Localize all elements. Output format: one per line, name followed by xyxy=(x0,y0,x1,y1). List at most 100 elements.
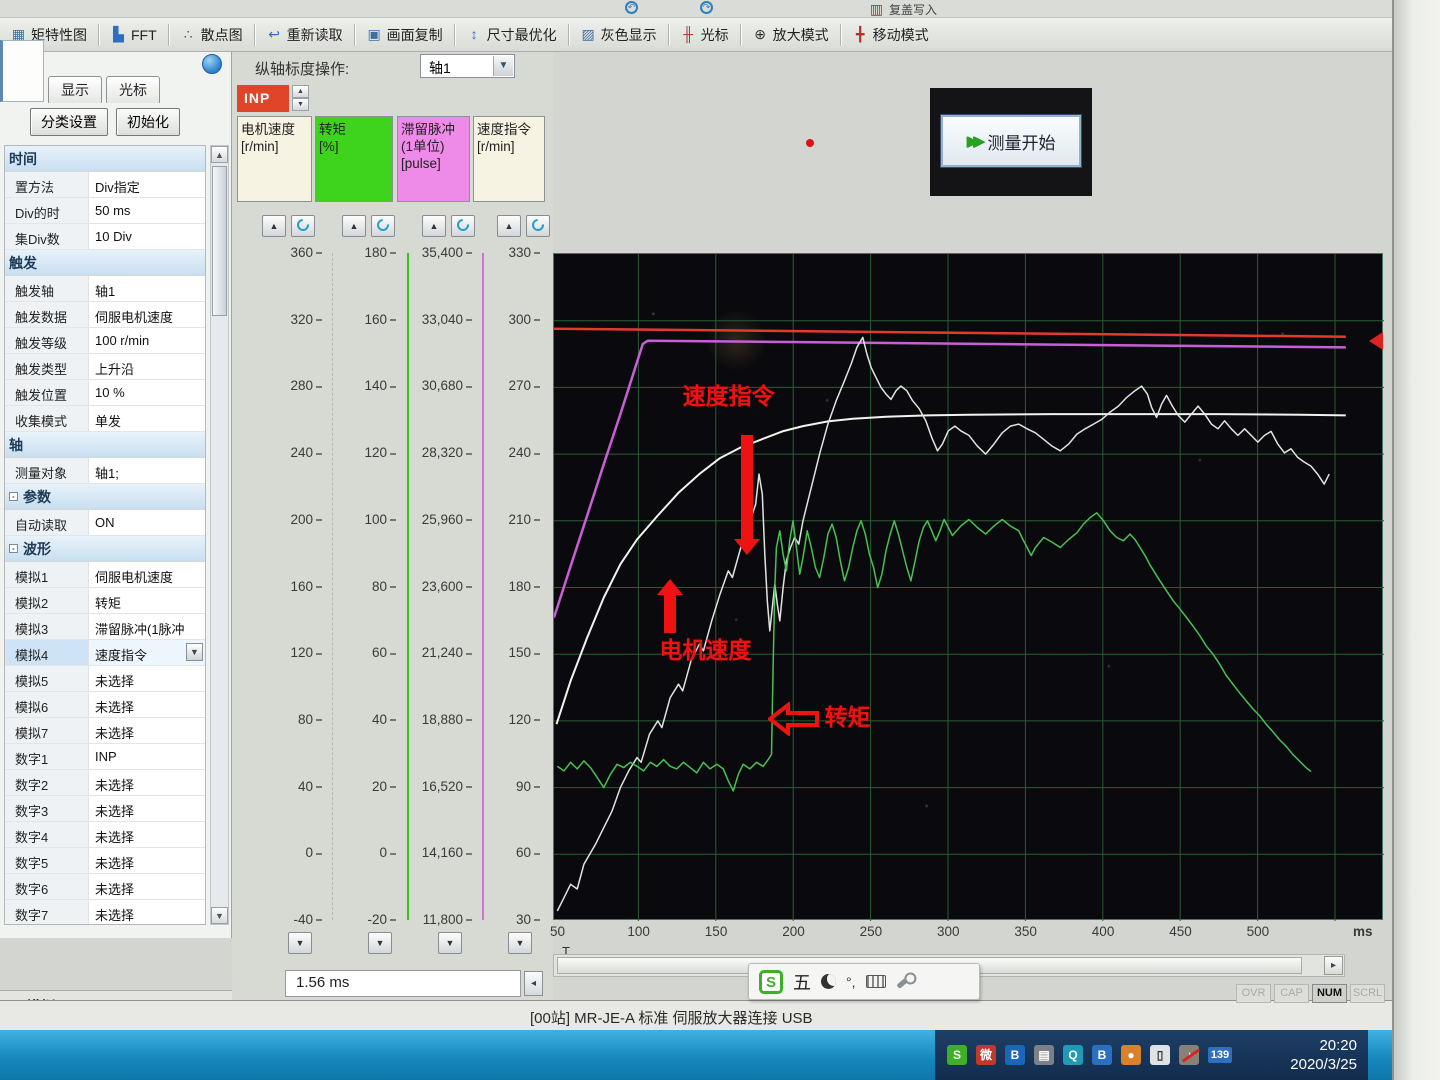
property-value[interactable]: 轴1; xyxy=(95,466,119,481)
toolbar-item-1[interactable]: ▦ 矩特性图 xyxy=(2,21,95,49)
section-header-轴[interactable]: 轴 xyxy=(5,432,205,458)
waveform-plot[interactable]: 速度指令 电机速度 转矩 xyxy=(553,253,1384,921)
property-row[interactable]: 模拟1 伺服电机速度 xyxy=(5,562,205,588)
property-value[interactable]: 滞留脉冲(1脉冲 xyxy=(95,622,185,637)
property-value[interactable]: 10 Div xyxy=(95,229,132,244)
property-value[interactable]: 上升沿 xyxy=(95,362,135,377)
property-value[interactable]: 轴1 xyxy=(95,284,116,299)
property-row[interactable]: 数字2 未选择 xyxy=(5,770,205,796)
taskbar-clock[interactable]: 20:20 2020/3/25 xyxy=(1247,1036,1357,1074)
sogou-tray-icon[interactable]: S xyxy=(947,1045,967,1065)
undo-icon[interactable]: ↶ xyxy=(625,1,638,14)
auto-scale-button[interactable] xyxy=(291,215,315,237)
toolbar-item-3[interactable]: ∴ 散点图 xyxy=(172,21,251,49)
property-row[interactable]: 测量对象 轴1; xyxy=(5,458,205,484)
scroll-up-button[interactable]: ▲ xyxy=(211,146,228,163)
property-row[interactable]: 模拟2 转矩 xyxy=(5,588,205,614)
property-value[interactable]: 未选择 xyxy=(95,778,135,793)
overwrite-write-item[interactable]: ▥ 复盖写入 xyxy=(868,1,937,18)
property-value[interactable]: 速度指令 ▼ xyxy=(89,640,205,665)
scale-up-button[interactable]: ▲ xyxy=(422,215,446,237)
toolbar-item-4[interactable]: ↩ 重新读取 xyxy=(258,21,351,49)
property-row[interactable]: 集Div数 10 Div xyxy=(5,224,205,250)
property-row[interactable]: 自动读取 ON xyxy=(5,510,205,536)
button-分类设置[interactable]: 分类设置 xyxy=(30,108,108,136)
property-row[interactable]: 模拟7 未选择 xyxy=(5,718,205,744)
channel-header-2[interactable]: 转矩 [%] xyxy=(315,116,393,202)
property-value[interactable]: 未选择 xyxy=(95,882,135,897)
toolbar-item-6[interactable]: ↕ 尺寸最优化 xyxy=(458,21,565,49)
ime-mode-label[interactable]: 五 xyxy=(793,972,811,993)
property-row[interactable]: 模拟5 未选择 xyxy=(5,666,205,692)
property-row[interactable]: 触发数据 伺服电机速度 xyxy=(5,302,205,328)
tab-显示[interactable]: 显示 xyxy=(48,76,102,103)
wrench-icon[interactable] xyxy=(895,974,913,989)
property-row[interactable]: 模拟4 速度指令 ▼ xyxy=(5,640,205,666)
property-row[interactable]: 数字5 未选择 xyxy=(5,848,205,874)
chevron-down-icon[interactable]: ▼ xyxy=(186,643,203,661)
auto-scale-button[interactable] xyxy=(451,215,475,237)
toolbar-item-9[interactable]: ⊕ 放大模式 xyxy=(744,21,837,49)
phone-tray-icon[interactable]: ▯ xyxy=(1150,1045,1170,1065)
collapse-icon[interactable]: - xyxy=(9,492,18,501)
update-tray-icon[interactable]: ● xyxy=(1121,1045,1141,1065)
measure-start-button[interactable]: ▶▶ 测量开始 xyxy=(940,114,1082,168)
property-row[interactable]: 模拟3 滞留脉冲(1脉冲 xyxy=(5,614,205,640)
property-row[interactable]: 模拟6 未选择 xyxy=(5,692,205,718)
refresh-icon[interactable] xyxy=(202,54,222,74)
channel-header-3[interactable]: 滞留脉冲 (1单位) [pulse] xyxy=(397,116,470,202)
property-row[interactable]: 置方法 Div指定 xyxy=(5,172,205,198)
property-row[interactable]: 触发位置 10 % xyxy=(5,380,205,406)
hscroll-right-button[interactable]: ▸ xyxy=(1324,956,1343,975)
scale-up-button[interactable]: ▲ xyxy=(262,215,286,237)
property-value[interactable]: 未选择 xyxy=(95,804,135,819)
property-row[interactable]: 数字6 未选择 xyxy=(5,874,205,900)
property-value[interactable]: 伺服电机速度 xyxy=(95,310,174,325)
axis-select-combo[interactable]: 轴1 ▼ xyxy=(420,54,515,78)
property-row[interactable]: 数字1 INP xyxy=(5,744,205,770)
property-value[interactable]: 伺服电机速度 xyxy=(95,570,174,585)
ime-toolbar[interactable]: S 五 °, xyxy=(748,963,980,1000)
property-value[interactable]: 转矩 xyxy=(95,596,122,611)
button-初始化[interactable]: 初始化 xyxy=(116,108,180,136)
section-header-波形[interactable]: - 波形 xyxy=(5,536,205,562)
scroll-left-button[interactable]: ◂ xyxy=(524,971,543,996)
tray-count-badge[interactable]: 139 xyxy=(1208,1047,1232,1063)
toolbar-item-5[interactable]: ▣ 画面复制 xyxy=(358,21,451,49)
property-value[interactable]: 未选择 xyxy=(95,908,135,923)
property-value[interactable]: 未选择 xyxy=(95,700,135,715)
moon-icon[interactable] xyxy=(821,974,836,989)
property-row[interactable]: 触发类型 上升沿 xyxy=(5,354,205,380)
auto-scale-button[interactable] xyxy=(526,215,550,237)
sidebar-scrollbar[interactable]: ▲ ▼ xyxy=(210,145,229,925)
scale-down-button-2[interactable]: ▼ xyxy=(368,932,392,954)
red-app-tray-icon[interactable]: 微 xyxy=(976,1045,996,1065)
property-value[interactable]: Div指定 xyxy=(95,180,140,195)
channel-header-4[interactable]: 速度指令 [r/min] xyxy=(473,116,545,202)
property-row[interactable]: 收集模式 单发 xyxy=(5,406,205,432)
property-value[interactable]: 未选择 xyxy=(95,674,135,689)
property-value[interactable]: 50 ms xyxy=(95,203,131,218)
bluetooth-tray-icon[interactable]: B xyxy=(1005,1045,1025,1065)
property-value[interactable]: 未选择 xyxy=(95,856,135,871)
auto-scale-button[interactable] xyxy=(371,215,395,237)
scale-up-button[interactable]: ▲ xyxy=(342,215,366,237)
property-row[interactable]: 数字7 未选择 xyxy=(5,900,205,924)
property-row[interactable]: 触发轴 轴1 xyxy=(5,276,205,302)
property-row[interactable]: 触发等级 100 r/min xyxy=(5,328,205,354)
toolbar-item-2[interactable]: ▙ FFT xyxy=(102,22,165,47)
redo-icon[interactable]: ↷ xyxy=(700,1,713,14)
property-value[interactable]: ON xyxy=(95,515,115,530)
property-value[interactable]: 10 % xyxy=(95,385,125,400)
toolbar-item-10[interactable]: ╋ 移动模式 xyxy=(844,21,937,49)
chevron-down-icon[interactable]: ▼ xyxy=(493,56,513,76)
toolbar-item-8[interactable]: ╫ 光标 xyxy=(672,21,737,49)
soft-keyboard-icon[interactable] xyxy=(865,975,886,988)
property-row[interactable]: 数字3 未选择 xyxy=(5,796,205,822)
inp-spinner[interactable]: ▲ ▼ xyxy=(292,85,309,112)
section-header-参数[interactable]: - 参数 xyxy=(5,484,205,510)
property-row[interactable]: 数字4 未选择 xyxy=(5,822,205,848)
property-value[interactable]: 未选择 xyxy=(95,726,135,741)
scale-down-button-4[interactable]: ▼ xyxy=(508,932,532,954)
scale-down-button-3[interactable]: ▼ xyxy=(438,932,462,954)
